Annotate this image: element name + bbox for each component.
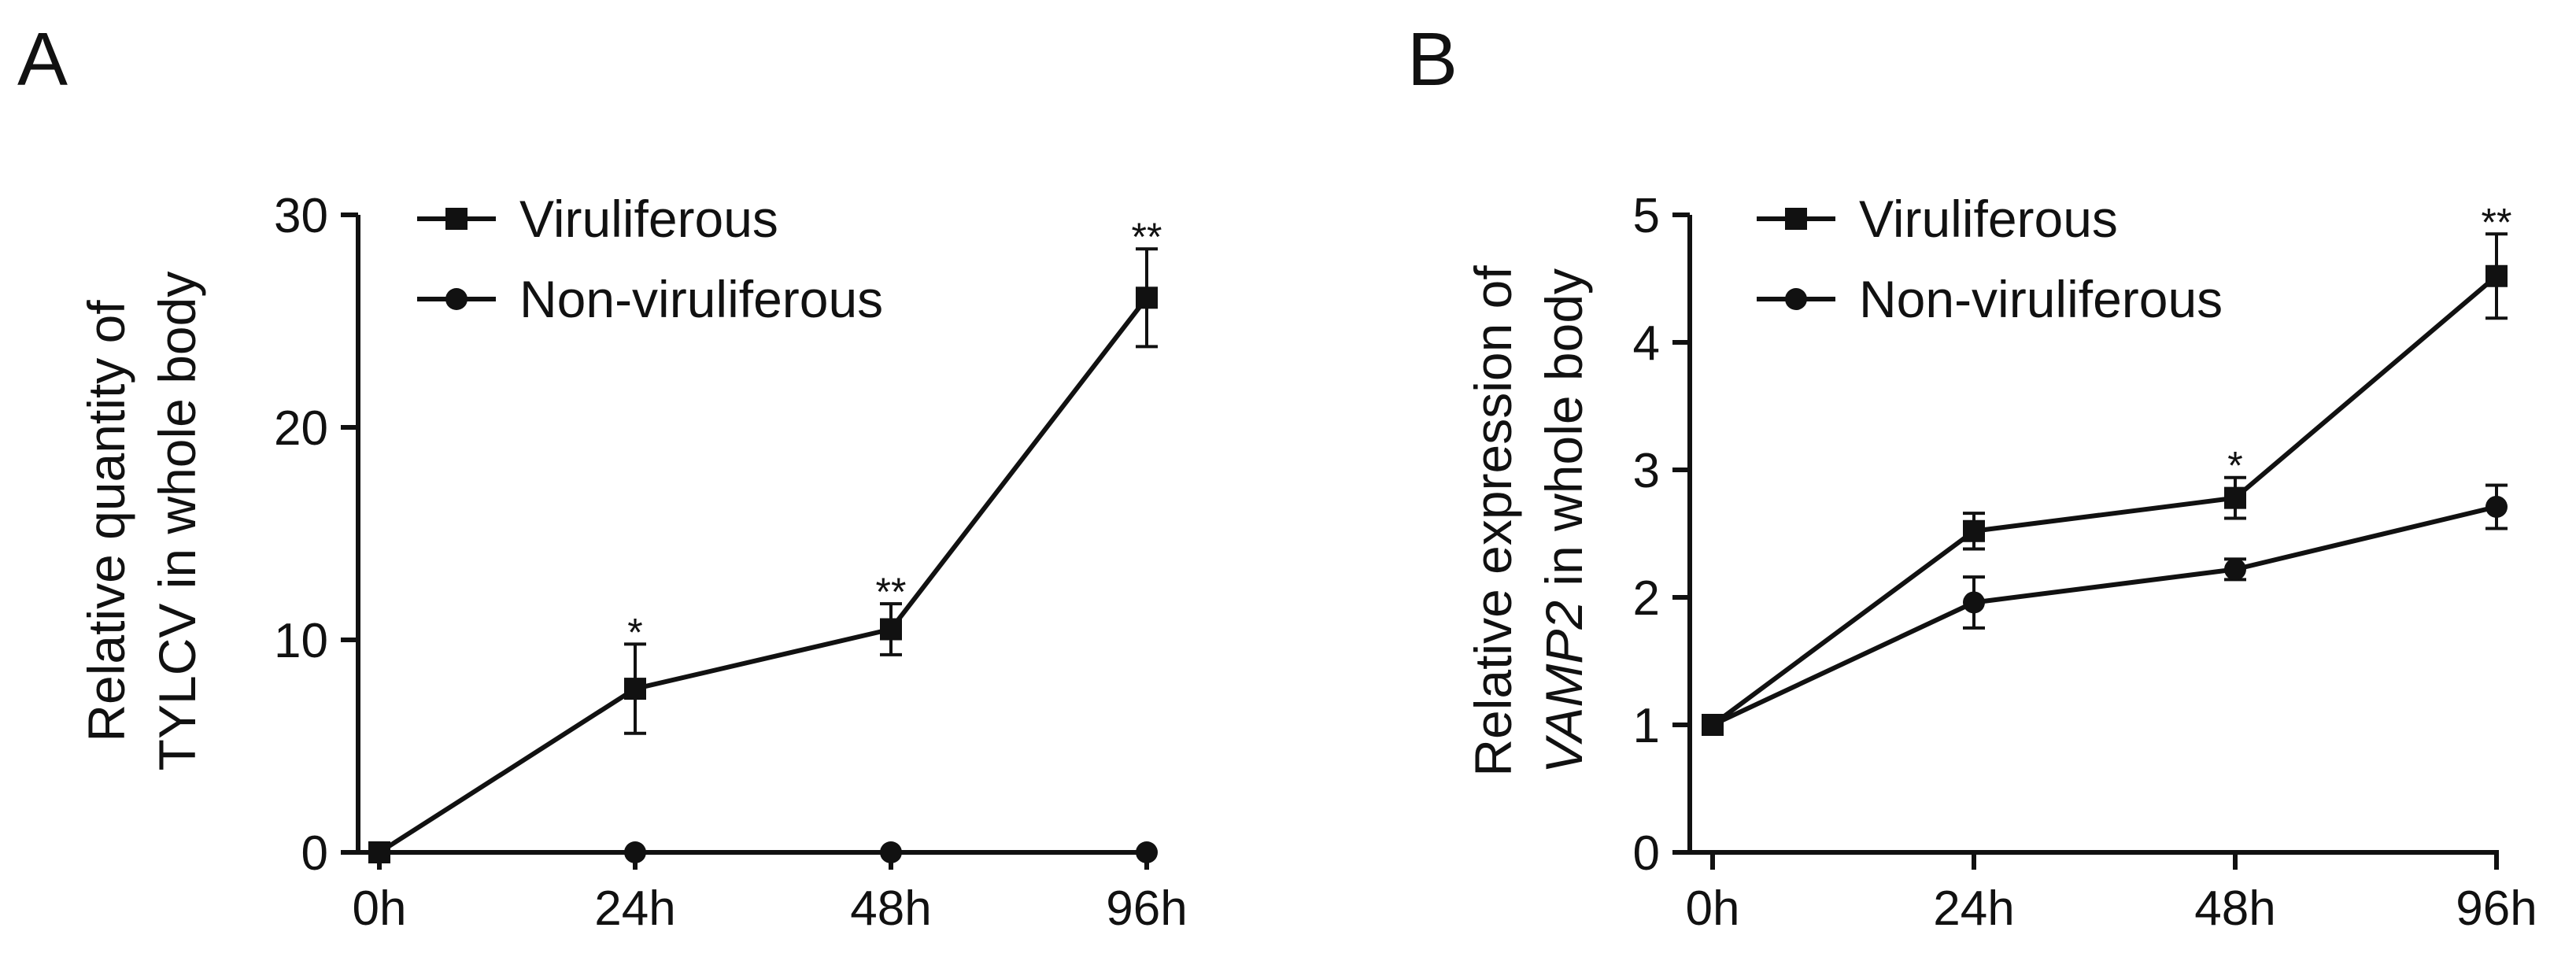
panel-a-significance-mark: ** (876, 570, 907, 614)
panel-b-viruliferous-line (1711, 274, 2498, 727)
panel-b-axes: 0 1 2 3 4 5 0h 24h 48h 96h (1633, 189, 2537, 936)
panel-a-viruliferous-line (378, 296, 1149, 855)
panel-b-viruliferous-point (1963, 519, 1985, 542)
panel-a-viruliferous-point (624, 678, 646, 700)
panel-a-y-axis-label-line2: TYLCV in whole body (148, 272, 206, 771)
panel-b-non-viruliferous-point (1963, 591, 1985, 614)
panel-b-y-tick-label: 3 (1633, 444, 1660, 498)
panel-b-y-axis-label-gene: VAMP2 (1535, 601, 1593, 774)
panel-b-significance-mark: * (2227, 444, 2242, 488)
panel-a-y-axis-label-line1: Relative quantity of (77, 300, 135, 742)
panel-b-legend-non-viruliferous-label: Non-viruliferous (1859, 270, 2223, 328)
panel-a-significance-mark: ** (1132, 215, 1162, 259)
panel-a-x-tick-label: 48h (850, 881, 931, 936)
panel-b-non-viruliferous-point (2485, 495, 2508, 518)
panel-a-significance-mark: * (627, 610, 642, 654)
panel-b-viruliferous-point (2485, 264, 2508, 287)
panel-a-legend-viruliferous-marker (445, 208, 468, 230)
panel-a-viruliferous-point (1136, 286, 1158, 309)
panel-b-x-tick-label: 24h (1933, 881, 2014, 936)
panel-a-viruliferous-point (880, 618, 902, 641)
panel-b-significance-mark: ** (2482, 200, 2512, 244)
panel-b-x-tick-label: 48h (2194, 881, 2275, 936)
panel-a-axes: 0 10 20 30 0h 24h 48h 96h (274, 189, 1188, 936)
panel-a-y-tick-label: 10 (274, 614, 328, 668)
panel-a-viruliferous-point (368, 841, 390, 863)
panel-a-non-viruliferous-point (1136, 841, 1158, 863)
panel-b-y-axis-label-rest: in whole body (1535, 268, 1593, 601)
panel-b-legend: Viruliferous Non-viruliferous (1757, 190, 2223, 328)
panel-b-y-axis-label-line1: Relative expression of (1464, 265, 1522, 777)
panel-b-x-tick-label: 0h (1686, 881, 1740, 936)
panel-b: B Relative expression of VAMP2 in whole … (1407, 17, 2537, 936)
panel-b-x-tick-label: 96h (2456, 881, 2537, 936)
panel-a-x-tick-label: 0h (353, 881, 407, 936)
panel-b-series-layer: *** (1702, 200, 2511, 736)
panel-a-y-tick-label: 20 (274, 401, 328, 456)
panel-b-y-tick-label: 5 (1633, 189, 1660, 243)
panel-b-viruliferous-point (1702, 714, 1724, 736)
panel-b-y-tick-label: 4 (1633, 316, 1660, 371)
panel-b-y-tick-label: 0 (1633, 826, 1660, 881)
panel-a-y-tick-label: 0 (301, 826, 328, 881)
panel-a-legend: Viruliferous Non-viruliferous (417, 190, 883, 328)
panel-a-legend-non-viruliferous-marker (445, 288, 468, 310)
panel-b-legend-viruliferous-label: Viruliferous (1859, 190, 2118, 248)
panel-b-non-viruliferous-line (1711, 504, 2497, 727)
panel-a-legend-non-viruliferous-label: Non-viruliferous (519, 270, 883, 328)
panel-a-non-viruliferous-point (880, 841, 902, 863)
panel-b-legend-viruliferous-marker (1785, 208, 1807, 230)
panel-a-series-layer: ***** (368, 215, 1162, 863)
panel-a-label: A (17, 17, 68, 102)
panel-b-legend-non-viruliferous-marker (1785, 288, 1807, 310)
panel-a-y-tick-label: 30 (274, 189, 328, 243)
panel-a-x-tick-label: 96h (1106, 881, 1187, 936)
panel-b-y-tick-label: 2 (1633, 571, 1660, 626)
panel-b-label: B (1407, 17, 1458, 102)
panel-a-non-viruliferous-point (624, 841, 646, 863)
panel-a-x-tick-label: 24h (594, 881, 675, 936)
panel-a-legend-viruliferous-label: Viruliferous (519, 190, 778, 248)
panel-b-non-viruliferous-point (2224, 558, 2246, 581)
panel-b-y-tick-label: 1 (1633, 699, 1660, 753)
panel-b-viruliferous-point (2224, 486, 2246, 509)
panel-b-y-axis-label-line2: VAMP2 in whole body (1535, 268, 1593, 774)
panel-a: A Relative quantity of TYLCV in whole bo… (17, 17, 1188, 936)
